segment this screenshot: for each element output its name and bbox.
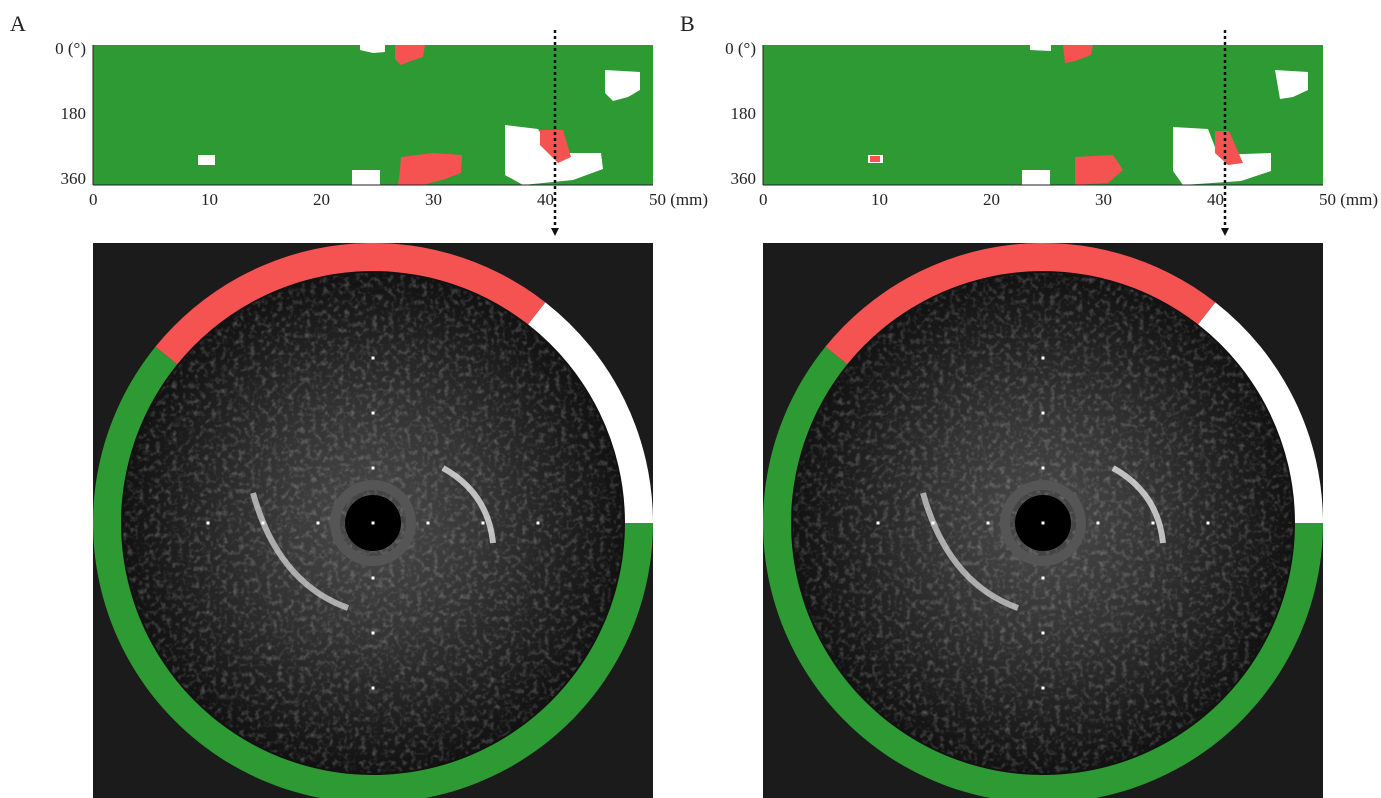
- x-tick-label: 40: [1207, 190, 1224, 209]
- x-tick-label: 0: [759, 190, 768, 209]
- scale-dot: [482, 522, 485, 525]
- scale-dot: [1042, 577, 1045, 580]
- x-tick-label: 20: [983, 190, 1000, 209]
- x-tick-label: 10: [871, 190, 888, 209]
- scale-dot: [372, 632, 375, 635]
- x-tick-label: 10: [201, 190, 218, 209]
- y-tick-label: 0 (°): [55, 39, 86, 58]
- panel-label: B: [680, 11, 695, 36]
- arrow-head: [1221, 228, 1229, 236]
- scale-dot: [1042, 632, 1045, 635]
- scale-dot: [372, 357, 375, 360]
- y-tick-label: 180: [731, 104, 757, 123]
- x-tick-label: 50 (mm): [1319, 190, 1378, 209]
- y-tick-label: 360: [731, 169, 757, 188]
- scale-dot: [427, 522, 430, 525]
- map-region: [870, 156, 880, 162]
- scale-dot: [1097, 522, 1100, 525]
- x-tick-label: 0: [89, 190, 98, 209]
- x-tick-label: 50 (mm): [649, 190, 708, 209]
- scale-dot: [207, 522, 210, 525]
- figure: A0 (°)18036001020304050 (mm)B0 (°)180360…: [0, 0, 1381, 798]
- map-region: [1030, 45, 1051, 51]
- arrow-head: [551, 228, 559, 236]
- scale-dot: [1042, 522, 1045, 525]
- map-region: [352, 170, 380, 185]
- scale-dot: [372, 522, 375, 525]
- scale-dot: [877, 522, 880, 525]
- map-region: [198, 155, 215, 165]
- scale-dot: [372, 412, 375, 415]
- scale-dot: [537, 522, 540, 525]
- scale-dot: [987, 522, 990, 525]
- x-tick-label: 30: [1095, 190, 1112, 209]
- scale-dot: [1207, 522, 1210, 525]
- panel-label: A: [10, 11, 26, 36]
- map-region: [1022, 170, 1050, 185]
- scale-dot: [1152, 522, 1155, 525]
- scale-dot: [1042, 687, 1045, 690]
- x-tick-label: 20: [313, 190, 330, 209]
- scale-dot: [932, 522, 935, 525]
- y-tick-label: 0 (°): [725, 39, 756, 58]
- scale-dot: [372, 577, 375, 580]
- x-tick-label: 40: [537, 190, 554, 209]
- scale-dot: [372, 687, 375, 690]
- y-tick-label: 360: [61, 169, 87, 188]
- scale-dot: [262, 522, 265, 525]
- scale-dot: [372, 467, 375, 470]
- y-tick-label: 180: [61, 104, 87, 123]
- scale-dot: [1042, 467, 1045, 470]
- x-tick-label: 30: [425, 190, 442, 209]
- scale-dot: [317, 522, 320, 525]
- scale-dot: [1042, 357, 1045, 360]
- scale-dot: [1042, 412, 1045, 415]
